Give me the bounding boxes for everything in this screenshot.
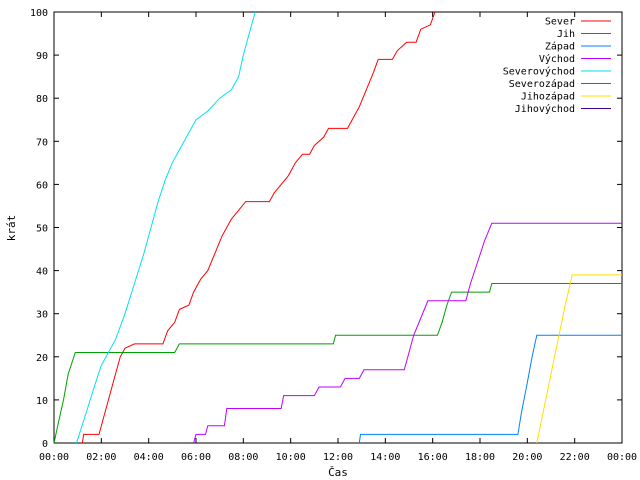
y-axis-title: krát bbox=[5, 215, 18, 242]
legend-label: Západ bbox=[545, 41, 575, 53]
series-line-6 bbox=[536, 274, 622, 444]
y-tick-label: 50 bbox=[36, 224, 48, 235]
y-tick-label: 80 bbox=[36, 94, 48, 105]
y-tick-label: 90 bbox=[36, 51, 48, 62]
x-tick-label: 12:00 bbox=[323, 452, 353, 463]
x-tick-label: 04:00 bbox=[134, 452, 164, 463]
legend-label: Sever bbox=[545, 17, 575, 28]
y-tick-label: 60 bbox=[36, 180, 48, 191]
y-tick-label: 100 bbox=[30, 8, 48, 19]
legend-label: Jihovýchod bbox=[515, 103, 575, 115]
x-tick-label: 10:00 bbox=[276, 452, 306, 463]
x-tick-label: 00:00 bbox=[39, 452, 69, 463]
x-tick-label: 22:00 bbox=[560, 452, 590, 463]
series-line-0 bbox=[81, 11, 436, 444]
tick-labels: 00:00 02:00 04:00 06:00 08:00 10:00 12:00 14:00… bbox=[30, 8, 637, 463]
y-tick-label: 70 bbox=[36, 137, 48, 148]
series-line-3 bbox=[193, 222, 622, 444]
x-tick-label: 14:00 bbox=[370, 452, 400, 463]
y-tick-label: 0 bbox=[42, 439, 48, 450]
x-tick-label: 06:00 bbox=[181, 452, 211, 463]
axis-ticks bbox=[53, 11, 623, 444]
x-axis-title: Čas bbox=[328, 466, 348, 479]
y-tick-label: 40 bbox=[36, 267, 48, 278]
series-line-4 bbox=[76, 11, 256, 444]
series-line-2 bbox=[358, 334, 622, 444]
y-tick-label: 30 bbox=[36, 310, 48, 321]
legend-label: Severovýchod bbox=[503, 66, 575, 78]
legend: SeverJihZápadVýchodSeverovýchodSeverozáp… bbox=[503, 17, 611, 115]
legend-label: Jih bbox=[557, 29, 575, 40]
x-tick-label: 08:00 bbox=[228, 452, 258, 463]
y-tick-label: 10 bbox=[36, 396, 48, 407]
x-tick-label: 16:00 bbox=[418, 452, 448, 463]
x-tick-label: 18:00 bbox=[465, 452, 495, 463]
x-tick-label: 02:00 bbox=[86, 452, 116, 463]
legend-label: Východ bbox=[539, 53, 575, 65]
legend-label: Jihozápad bbox=[521, 91, 575, 103]
series-line-1 bbox=[53, 283, 622, 444]
y-tick-label: 20 bbox=[36, 353, 48, 364]
legend-label: Severozápad bbox=[509, 78, 575, 90]
x-tick-label: 20:00 bbox=[512, 452, 542, 463]
x-tick-label: 00:00 bbox=[607, 452, 637, 463]
series-lines bbox=[53, 11, 622, 444]
